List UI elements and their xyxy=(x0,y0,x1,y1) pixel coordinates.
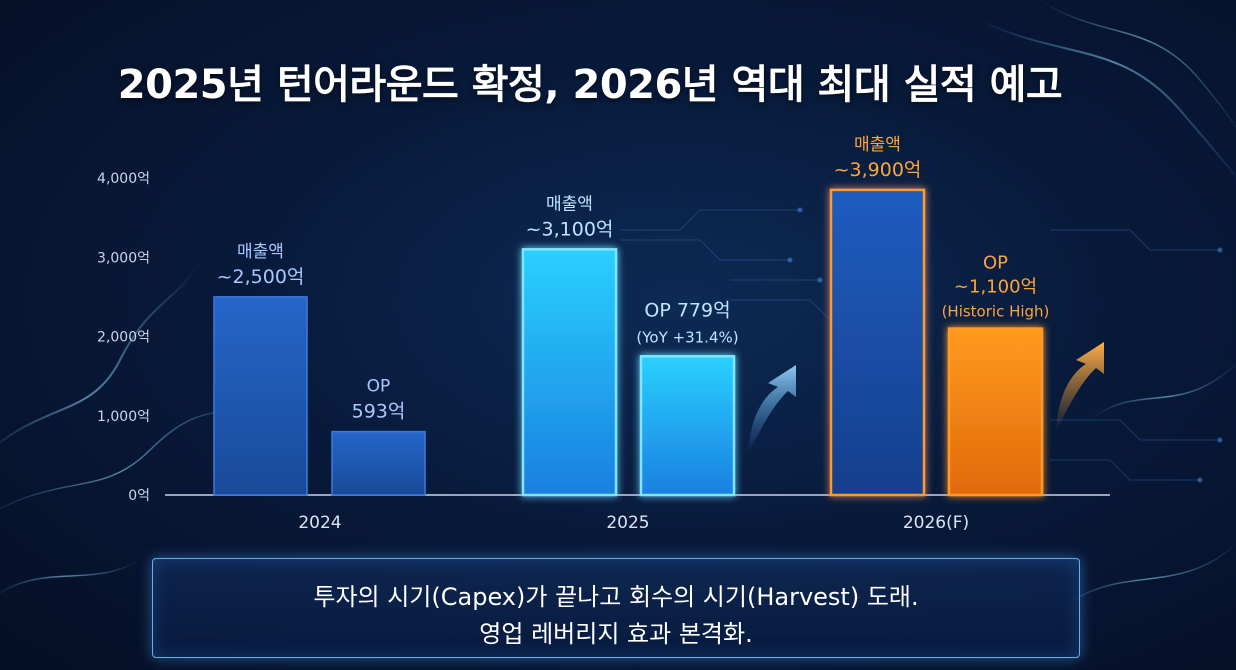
bar-label: OP xyxy=(983,253,1008,274)
caption-box: 투자의 시기(Capex)가 끝나고 회수의 시기(Harvest) 도래. 영… xyxy=(152,558,1080,658)
y-tick-label: 3,000억 xyxy=(97,250,150,266)
bar-label: 매출액 xyxy=(546,194,593,214)
bar-label: 매출액 xyxy=(237,242,284,262)
bar-label: ~1,100억 xyxy=(954,277,1037,298)
bar-label: ~2,500억 xyxy=(217,266,305,288)
bar-label: ~3,900억 xyxy=(834,159,922,181)
bar-label: 매출액 xyxy=(854,135,901,155)
bar-2024-revenue xyxy=(213,296,308,496)
bar-label: 593억 xyxy=(352,401,406,423)
growth-arrow-icon xyxy=(748,365,796,455)
caption-line-1: 투자의 시기(Capex)가 끝나고 회수의 시기(Harvest) 도래. xyxy=(313,583,919,611)
bar-2025-op xyxy=(639,355,736,497)
bar-2025-revenue xyxy=(521,248,618,497)
growth-arrow-icon xyxy=(1056,342,1104,432)
caption-line-2: 영업 레버리지 효과 본격화. xyxy=(479,620,753,648)
x-tick-label: 2025 xyxy=(606,513,649,533)
bar-label: ~3,100억 xyxy=(526,218,614,240)
x-tick-label: 2026(F) xyxy=(903,513,969,533)
y-tick-label: 1,000억 xyxy=(97,409,150,425)
bar-label: (Historic High) xyxy=(942,303,1050,321)
bar-label: OP 779억 xyxy=(644,299,730,321)
x-tick-label: 2024 xyxy=(298,513,341,533)
bar-label: OP xyxy=(367,377,391,397)
bar-label: (YoY +31.4%) xyxy=(636,328,738,346)
y-tick-label: 2,000억 xyxy=(97,330,150,346)
bar-2026F-op xyxy=(947,327,1044,497)
y-tick-label: 0억 xyxy=(128,488,150,504)
bar-2026F-revenue xyxy=(829,188,926,497)
y-tick-label: 4,000억 xyxy=(97,171,150,187)
page-title: 2025년 턴어라운드 확정, 2026년 역대 최대 실적 예고 xyxy=(117,62,1063,108)
bar-2024-op xyxy=(331,430,426,496)
